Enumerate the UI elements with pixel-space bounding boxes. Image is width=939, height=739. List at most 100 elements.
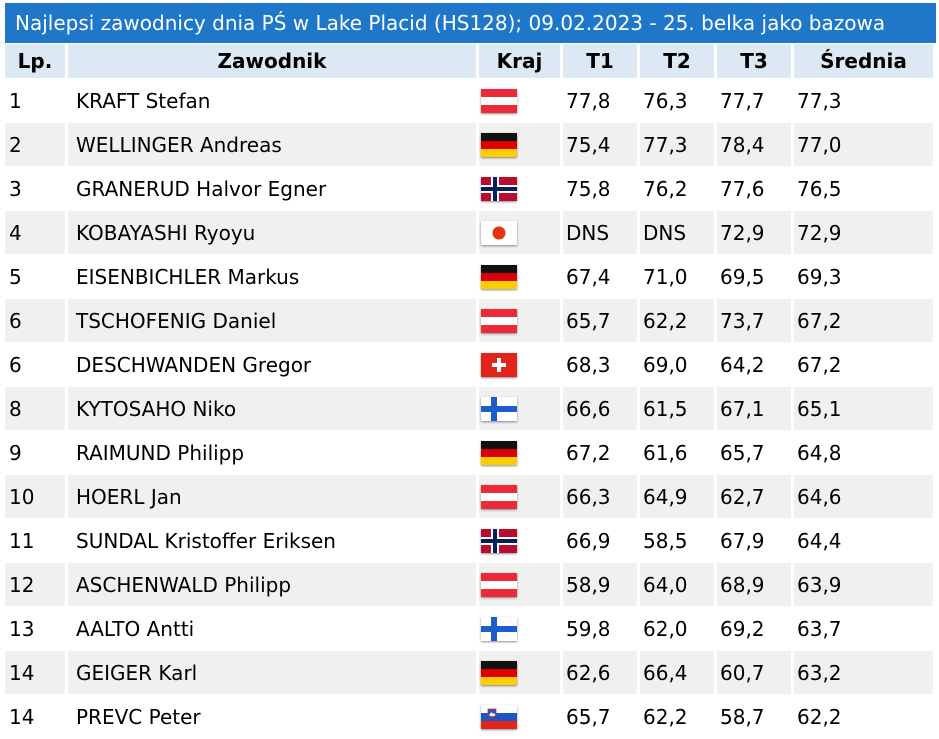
t2-cell: 76,2	[640, 167, 717, 211]
table-row: 12 ASCHENWALD Philipp 58,9 64,0 68,9 63,9	[5, 563, 936, 607]
average-cell: 76,5	[794, 167, 936, 211]
average-cell: 64,6	[794, 475, 936, 519]
country-cell	[479, 519, 563, 563]
athlete-name-link[interactable]: GEIGER Karl	[68, 651, 479, 695]
average-cell: 77,0	[794, 123, 936, 167]
column-header-lp[interactable]: Lp.	[5, 44, 68, 79]
table-row: 6 TSCHOFENIG Daniel 65,7 62,2 73,7 67,2	[5, 299, 936, 343]
average-cell: 64,8	[794, 431, 936, 475]
table-row: 4 KOBAYASHI Ryoyu DNS DNS 72,9 72,9	[5, 211, 936, 255]
slovenia-flag-icon	[481, 705, 517, 730]
t2-cell: 76,3	[640, 79, 717, 123]
athlete-name-link[interactable]: RAIMUND Philipp	[68, 431, 479, 475]
country-cell	[479, 651, 563, 695]
table-row: 9 RAIMUND Philipp 67,2 61,6 65,7 64,8	[5, 431, 936, 475]
athlete-name-link[interactable]: GRANERUD Halvor Egner	[68, 167, 479, 211]
rank-cell: 14	[5, 651, 68, 695]
country-cell	[479, 343, 563, 387]
austria-flag-icon	[481, 485, 517, 510]
country-cell	[479, 79, 563, 123]
switzerland-flag-icon	[481, 353, 517, 378]
column-header-average[interactable]: Średnia	[794, 44, 936, 79]
country-cell	[479, 255, 563, 299]
athlete-name-link[interactable]: KRAFT Stefan	[68, 79, 479, 123]
germany-flag-icon	[481, 265, 517, 290]
t2-cell: 64,9	[640, 475, 717, 519]
table-row: 13 AALTO Antti 59,8 62,0 69,2 63,7	[5, 607, 936, 651]
rank-cell: 11	[5, 519, 68, 563]
athlete-name-link[interactable]: TSCHOFENIG Daniel	[68, 299, 479, 343]
t2-cell: 61,5	[640, 387, 717, 431]
country-cell	[479, 387, 563, 431]
column-header-t2[interactable]: T2	[640, 44, 717, 79]
country-cell	[479, 123, 563, 167]
austria-flag-icon	[481, 89, 517, 114]
athlete-name-link[interactable]: DESCHWANDEN Gregor	[68, 343, 479, 387]
average-cell: 64,4	[794, 519, 936, 563]
t3-cell: 69,5	[717, 255, 794, 299]
rank-cell: 1	[5, 79, 68, 123]
norway-flag-icon	[481, 177, 517, 202]
rank-cell: 6	[5, 343, 68, 387]
t2-cell: 62,2	[640, 299, 717, 343]
t3-cell: 67,9	[717, 519, 794, 563]
table-row: 1 KRAFT Stefan 77,8 76,3 77,7 77,3	[5, 79, 936, 123]
finland-flag-icon	[481, 617, 517, 642]
country-cell	[479, 607, 563, 651]
t3-cell: 64,2	[717, 343, 794, 387]
rank-cell: 10	[5, 475, 68, 519]
average-cell: 69,3	[794, 255, 936, 299]
t3-cell: 78,4	[717, 123, 794, 167]
athlete-name-link[interactable]: SUNDAL Kristoffer Eriksen	[68, 519, 479, 563]
athlete-name-link[interactable]: EISENBICHLER Markus	[68, 255, 479, 299]
athlete-name-link[interactable]: KOBAYASHI Ryoyu	[68, 211, 479, 255]
column-header-athlete[interactable]: Zawodnik	[68, 44, 479, 79]
rank-cell: 12	[5, 563, 68, 607]
t2-cell: 71,0	[640, 255, 717, 299]
t3-cell: 62,7	[717, 475, 794, 519]
germany-flag-icon	[481, 661, 517, 686]
t1-cell: 67,4	[563, 255, 640, 299]
t2-cell: 77,3	[640, 123, 717, 167]
rank-cell: 14	[5, 695, 68, 739]
t2-cell: 61,6	[640, 431, 717, 475]
t1-cell: 66,9	[563, 519, 640, 563]
table-row: 6 DESCHWANDEN Gregor 68,3 69,0 64,2 67,2	[5, 343, 936, 387]
country-cell	[479, 431, 563, 475]
t1-cell: 58,9	[563, 563, 640, 607]
rank-cell: 9	[5, 431, 68, 475]
athlete-name-link[interactable]: HOERL Jan	[68, 475, 479, 519]
t3-cell: 77,7	[717, 79, 794, 123]
column-header-t1[interactable]: T1	[563, 44, 640, 79]
athlete-name-link[interactable]: PREVC Peter	[68, 695, 479, 739]
table-row: 3 GRANERUD Halvor Egner 75,8 76,2 77,6 76,5	[5, 167, 936, 211]
athlete-name-link[interactable]: AALTO Antti	[68, 607, 479, 651]
average-cell: 63,2	[794, 651, 936, 695]
column-header-t3[interactable]: T3	[717, 44, 794, 79]
t2-cell: 62,0	[640, 607, 717, 651]
t3-cell: 72,9	[717, 211, 794, 255]
t3-cell: 77,6	[717, 167, 794, 211]
t1-cell: 75,8	[563, 167, 640, 211]
japan-flag-icon	[481, 221, 517, 246]
rank-cell: 4	[5, 211, 68, 255]
country-cell	[479, 167, 563, 211]
t1-cell: 77,8	[563, 79, 640, 123]
country-cell	[479, 299, 563, 343]
t3-cell: 67,1	[717, 387, 794, 431]
athlete-name-link[interactable]: ASCHENWALD Philipp	[68, 563, 479, 607]
t1-cell: 66,3	[563, 475, 640, 519]
t3-cell: 60,7	[717, 651, 794, 695]
t2-cell: DNS	[640, 211, 717, 255]
t1-cell: 62,6	[563, 651, 640, 695]
athlete-name-link[interactable]: KYTOSAHO Niko	[68, 387, 479, 431]
country-cell	[479, 211, 563, 255]
athlete-name-link[interactable]: WELLINGER Andreas	[68, 123, 479, 167]
finland-flag-icon	[481, 397, 517, 422]
table-row: 5 EISENBICHLER Markus 67,4 71,0 69,5 69,3	[5, 255, 936, 299]
t1-cell: 59,8	[563, 607, 640, 651]
austria-flag-icon	[481, 573, 517, 598]
rank-cell: 2	[5, 123, 68, 167]
column-header-country[interactable]: Kraj	[479, 44, 563, 79]
rank-cell: 8	[5, 387, 68, 431]
